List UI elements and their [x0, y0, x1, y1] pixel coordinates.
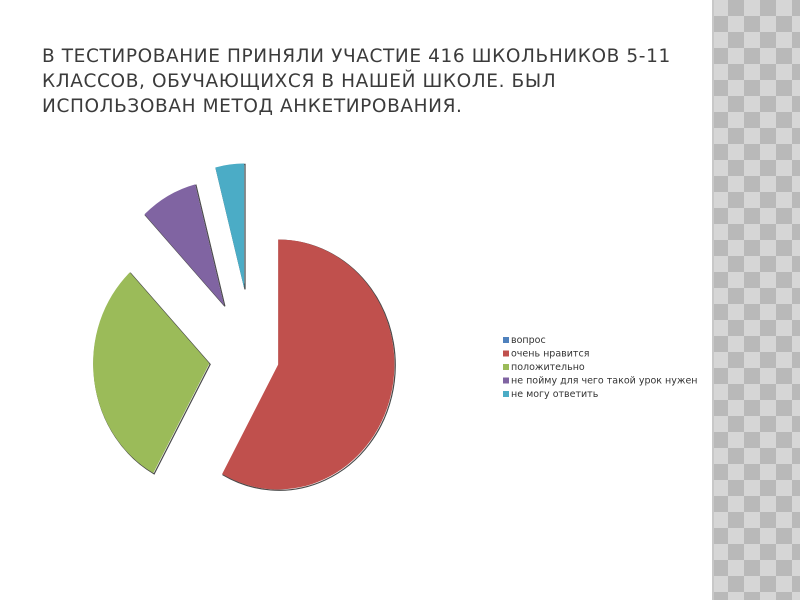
pie-slice-не-пойму-для-чего-такой-урок-нужен	[144, 184, 225, 306]
legend-label-положительно: положительно	[511, 362, 585, 373]
slide-title: В ТЕСТИРОВАНИЕ ПРИНЯЛИ УЧАСТИЕ 416 ШКОЛЬ…	[42, 46, 671, 117]
chart-legend: вопрос очень нравится положительно не пойму…	[503, 335, 698, 400]
pie-slice-положительно	[93, 272, 210, 474]
pie-slice-очень-нравится	[222, 239, 395, 490]
legend-label-не-пойму-для-чего-такой-урок-нужен: не пойму для чего такой урок нужен	[511, 376, 698, 387]
legend-label-не-могу-ответить: не могу ответить	[511, 389, 599, 400]
legend-swatch-вопрос	[503, 337, 509, 343]
pie-slice-не-могу-ответить	[215, 163, 245, 289]
side-pattern-edge	[712, 0, 714, 600]
legend-label-вопрос: вопрос	[511, 335, 546, 346]
legend-swatch-положительно	[503, 364, 509, 370]
legend-swatch-не-пойму-для-чего-такой-урок-нужен	[503, 377, 509, 384]
legend-swatch-очень-нравится	[503, 350, 509, 357]
decorative-side-pattern	[712, 0, 800, 600]
pie-slices	[93, 163, 396, 491]
pie-chart: вопрос очень нравится положительно не пойму…	[93, 163, 698, 491]
legend-label-очень-нравится: очень нравится	[511, 349, 589, 360]
legend-swatch-не-могу-ответить	[503, 391, 509, 397]
